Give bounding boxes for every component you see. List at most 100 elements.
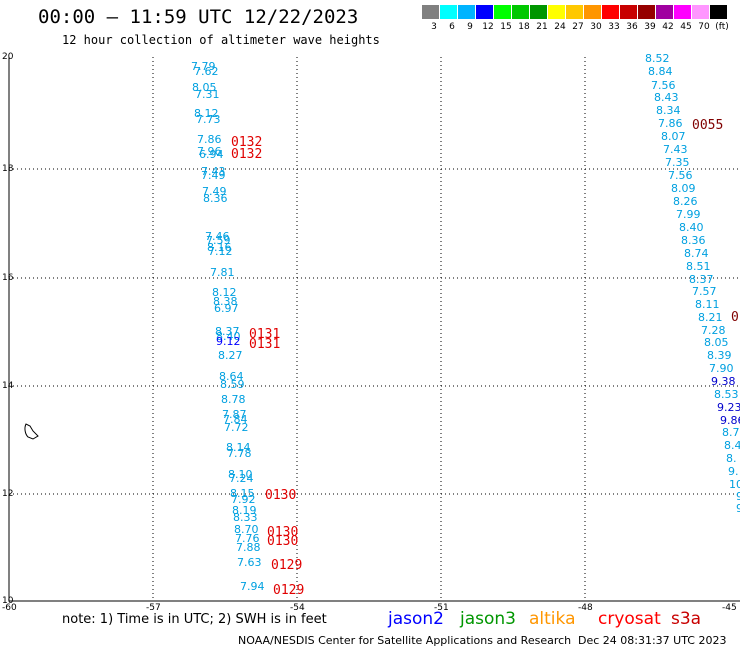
legend-label: 30 [590,22,602,32]
wave-height-value: 8.27 [218,349,243,362]
wave-height-value: 8.09 [671,182,696,195]
map-subtitle: 12 hour collection of altimeter wave hei… [62,33,380,47]
legend-label: 33 [608,22,620,32]
wave-height-value: 7.72 [224,421,249,434]
wave-height-value: 7.12 [208,245,233,258]
wave-height-value: 7.96 [197,145,222,158]
wave-height-value: 7.78 [227,447,252,460]
longitude-label: -48 [578,603,593,613]
wave-height-value: 8.53 [714,388,739,401]
wave-height-value: 7.79 [191,60,216,73]
latitude-label: 20 [2,52,14,62]
legend-swatch [422,5,439,19]
wave-height-value: 9. [728,465,739,478]
wave-height-value: 7.76 [235,532,260,545]
satellite-name: altika [529,609,576,629]
latitude-label: 18 [2,164,14,174]
legend-label: 12 [482,22,494,32]
wave-height-value: 6.94 [199,148,224,161]
pass-time-label: 0130 [265,488,296,503]
wave-height-value: 7.49 [202,185,227,198]
wave-height-value: 9.38 [711,375,736,388]
wave-height-value: 8.37 [215,325,240,338]
wave-height-value: 8.36 [681,234,706,247]
wave-height-value: 8.52 [645,52,670,65]
right-satellite-track: 8.528.847.568.438.347.868.077.437.357.56… [645,52,740,515]
satellite-name: cryosat [598,609,661,629]
wave-height-value: 8.37 [689,273,714,286]
latitude-label: 10 [2,596,14,606]
wave-height-value: 8.39 [707,349,732,362]
wave-height-value: 8.05 [704,336,729,349]
legend-swatch [530,5,547,19]
wave-height-value: 8.34 [656,104,681,117]
wave-height-value: 7.31 [195,88,220,101]
satellite-name: s3a [671,609,702,629]
wave-height-value: 8.16 [207,241,232,254]
legend-swatch [584,5,601,19]
legend-label: 18 [518,22,530,32]
wave-height-value: 8.33 [233,511,258,524]
legend-label: 3 [431,22,437,32]
generation-timestamp: Dec 24 08:31:37 UTC 2023 [578,634,727,647]
legend-swatch [620,5,637,19]
map-title: 00:00 – 11:59 UTC 12/22/2023 [38,6,359,28]
legend-label: 45 [680,22,692,32]
wave-height-value: 7.43 [663,143,688,156]
wave-height-value: 7.56 [651,79,676,92]
latitude-label: 14 [2,381,14,391]
longitude-label: -60 [2,603,17,613]
wave-height-value: 8.40 [679,221,704,234]
wave-height-value: 8.07 [661,130,686,143]
wave-height-value: 8.14 [226,441,251,454]
wave-height-value: 8.64 [219,370,244,383]
wave-height-value: 8.10 [228,468,253,481]
legend-swatch [494,5,511,19]
wave-height-value: 7.35 [665,156,690,169]
pass-time-label: 0 [731,310,739,325]
wave-height-value: 7.63 [237,556,262,569]
legend-swatch [548,5,565,19]
wave-height-value: 9.23 [717,401,740,414]
wave-height-value: 8.38 [213,295,238,308]
wave-height-value: 8.36 [203,192,228,205]
legend-swatch [458,5,475,19]
legend-swatch [656,5,673,19]
wave-height-value: 7.81 [210,266,235,279]
wave-height-value: 8.4 [724,439,740,452]
pass-time-label: 0129 [271,558,302,573]
pass-time-label: 0132 [231,147,262,162]
legend-label: 9 [467,22,473,32]
legend-label: 24 [554,22,566,32]
wave-height-value: 7.73 [196,113,221,126]
longitude-label: -51 [434,603,449,613]
legend-swatch [476,5,493,19]
wave-height-value: 9.12 [216,335,241,348]
wave-height-value: 8.78 [221,393,246,406]
wave-height-value: 8.40 [216,330,241,343]
wave-height-value: 6.97 [214,302,239,315]
legend-label: 42 [662,22,674,32]
wave-height-value: 8.12 [194,107,219,120]
legend-label: 15 [500,22,512,32]
legend-label: 6 [449,22,455,32]
satellite-name: jason3 [460,609,516,629]
wave-height-value: 8.7 [722,426,740,439]
wave-height-value: 7.62 [194,65,219,78]
left-satellite-track: 7.797.628.057.318.127.737.867.966.947.43… [191,60,265,593]
wave-height-value: 8.70 [234,523,259,536]
wave-height-value: 8.59 [220,378,245,391]
wave-height-value: 7.86 [197,133,222,146]
pass-time-label: 0129 [273,583,304,598]
pass-time-label: 0131 [249,327,280,342]
wave-height-value: 7.46 [205,230,230,243]
wave-height-value: 8.26 [673,195,698,208]
wave-height-value: 8.15 [230,487,255,500]
wave-height-value: 8.19 [232,504,257,517]
wave-height-value: 7.49 [201,169,226,182]
wave-height-value: 7.90 [709,362,734,375]
longitude-label: -54 [290,603,305,613]
pass-time-label: 0130 [267,534,298,549]
legend-label: 21 [536,22,548,32]
wave-height-value: 8.74 [684,247,709,260]
